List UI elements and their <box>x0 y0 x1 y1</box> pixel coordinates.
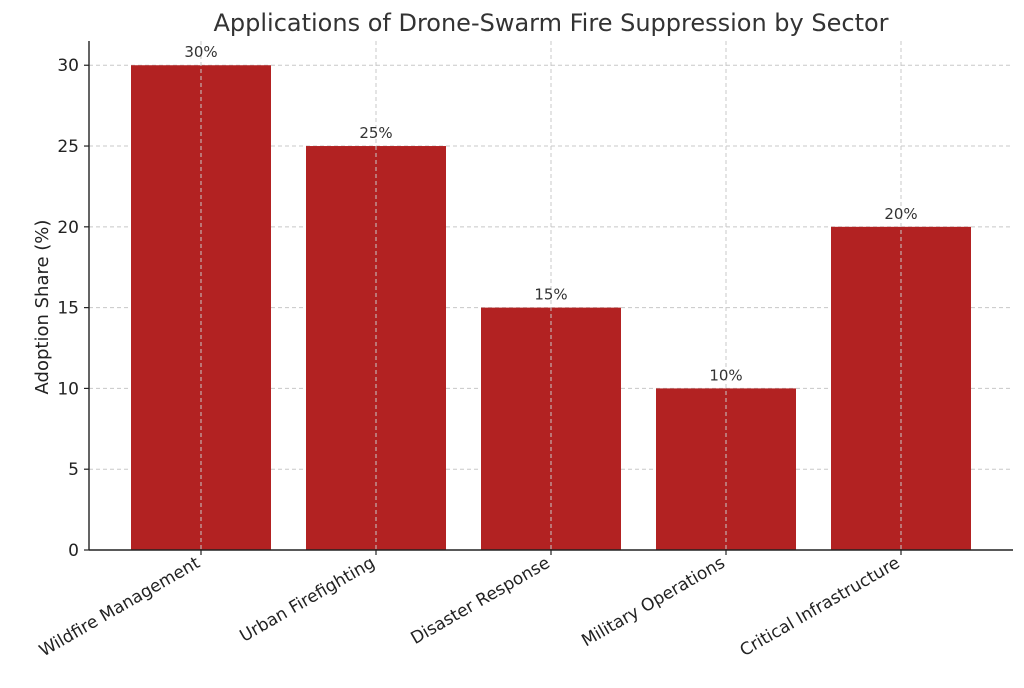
chart-title: Applications of Drone-Swarm Fire Suppres… <box>213 9 888 37</box>
y-tick-label: 20 <box>57 218 79 238</box>
y-tick-label: 25 <box>57 137 79 157</box>
x-tick-label: Critical Infrastructure <box>737 553 904 661</box>
y-tick-label: 15 <box>57 299 79 319</box>
data-label: 25% <box>359 124 392 142</box>
x-tick-label: Disaster Response <box>407 553 553 649</box>
y-tick-label: 30 <box>57 56 79 76</box>
y-tick-label: 0 <box>68 541 79 561</box>
x-tick-label: Wildfire Management <box>36 553 204 661</box>
data-label: 30% <box>184 43 217 61</box>
data-label: 15% <box>534 286 567 304</box>
data-label: 20% <box>884 205 917 223</box>
data-label: 10% <box>709 366 742 384</box>
axis-layer <box>84 41 1013 555</box>
y-tick-label: 10 <box>57 379 79 399</box>
y-tick-label: 5 <box>68 460 79 480</box>
x-tick-label: Military Operations <box>578 553 728 651</box>
x-tick-label: Urban Firefighting <box>237 553 379 647</box>
y-axis-label: Adoption Share (%) <box>32 220 53 395</box>
